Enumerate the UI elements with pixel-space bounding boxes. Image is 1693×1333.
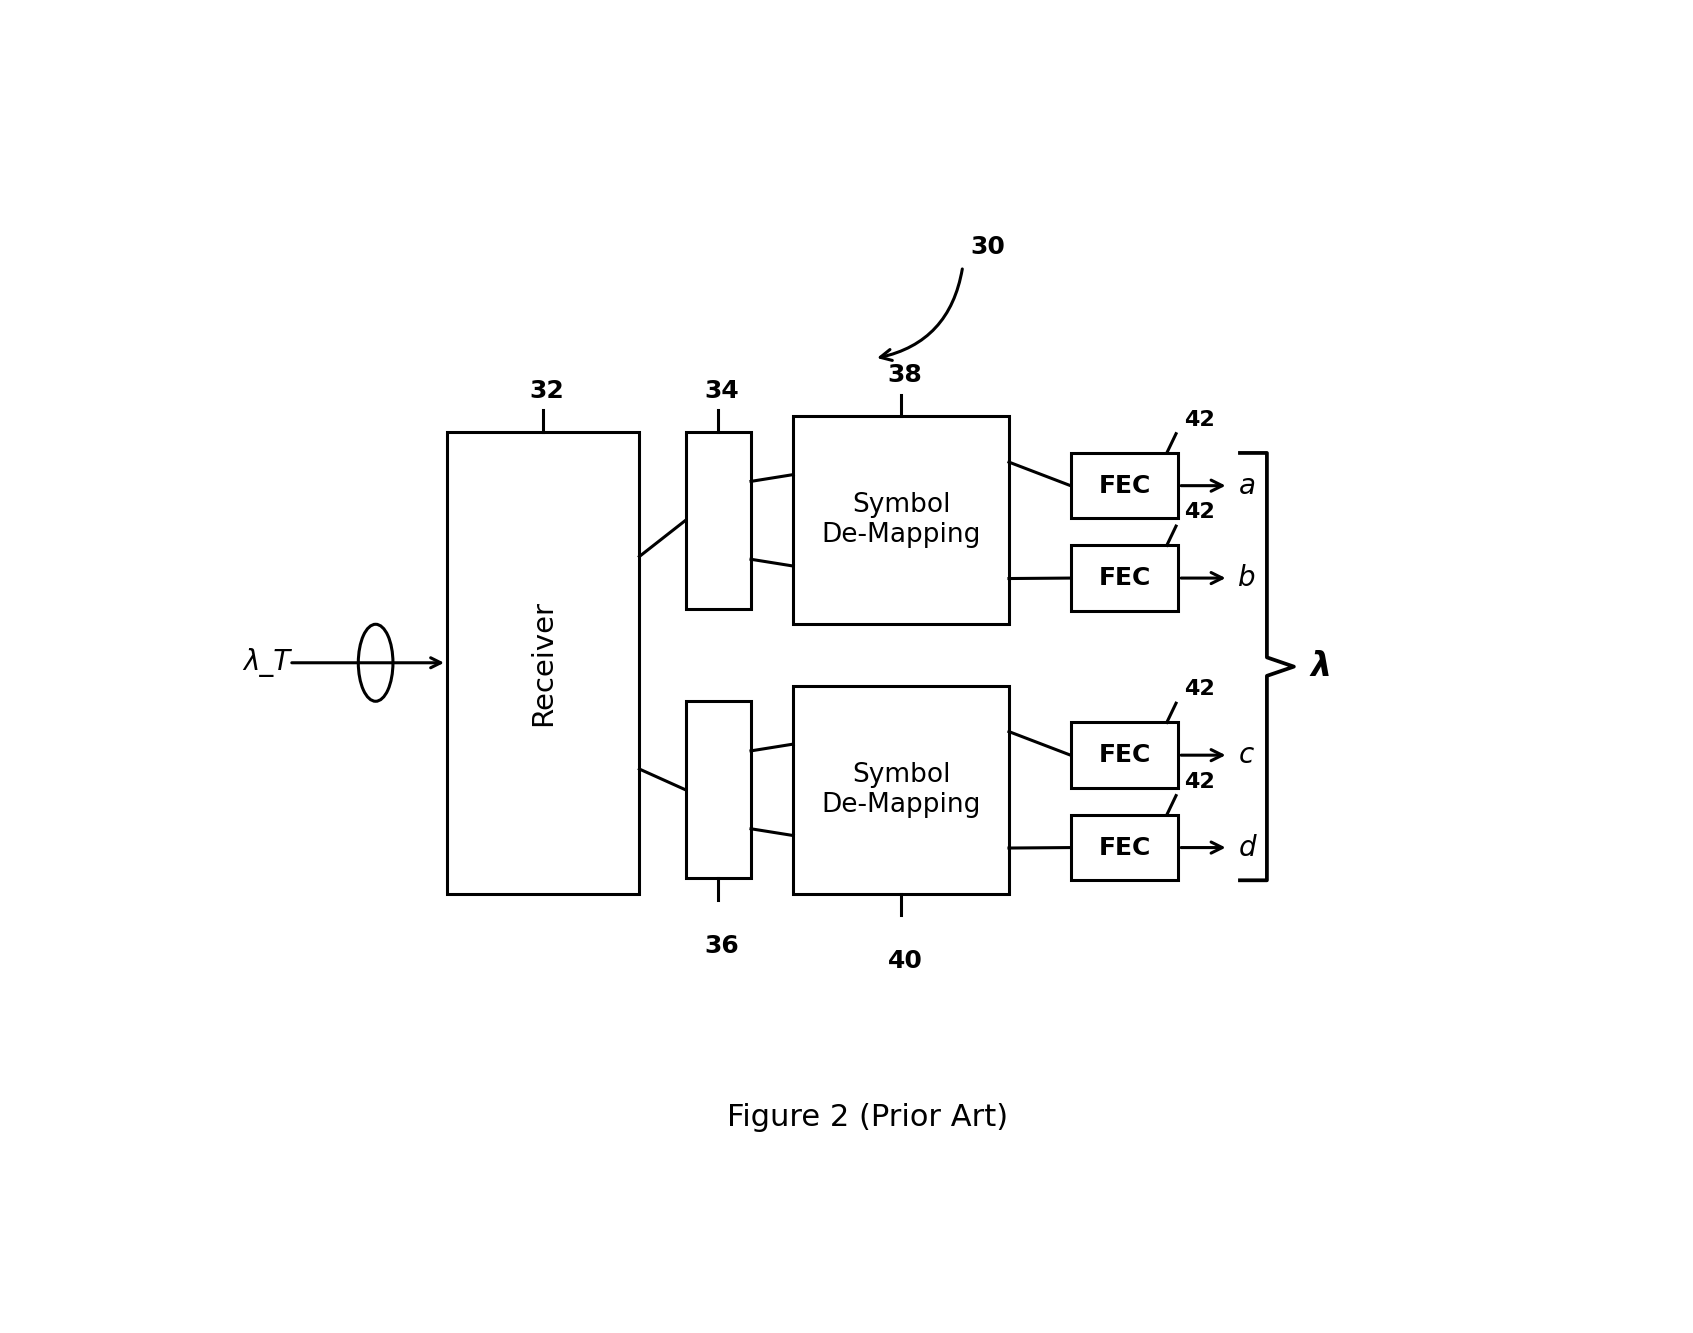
Text: 30: 30 — [970, 235, 1006, 259]
Bar — [686, 432, 752, 609]
Text: 32: 32 — [530, 379, 564, 403]
Text: 40: 40 — [887, 949, 923, 973]
Text: 42: 42 — [1183, 503, 1214, 523]
Text: FEC: FEC — [1099, 744, 1151, 768]
Bar — [794, 686, 1009, 893]
Bar — [794, 416, 1009, 624]
Bar — [447, 432, 640, 893]
Text: FEC: FEC — [1099, 473, 1151, 497]
Text: Symbol
De-Mapping: Symbol De-Mapping — [821, 492, 980, 548]
Text: Receiver: Receiver — [530, 600, 557, 725]
Ellipse shape — [359, 624, 393, 701]
Text: FEC: FEC — [1099, 836, 1151, 860]
Text: λ: λ — [1310, 651, 1332, 682]
Text: FEC: FEC — [1099, 567, 1151, 591]
Bar — [1070, 722, 1178, 788]
Text: λ_T: λ_T — [242, 648, 290, 677]
Bar — [1070, 814, 1178, 880]
Text: 42: 42 — [1183, 409, 1214, 429]
Bar — [1070, 453, 1178, 519]
Text: 34: 34 — [704, 379, 740, 403]
FancyArrowPatch shape — [880, 269, 962, 360]
Text: a: a — [1238, 472, 1256, 500]
Bar — [686, 701, 752, 878]
Text: 36: 36 — [704, 934, 740, 958]
Bar — [1070, 545, 1178, 611]
Text: Figure 2 (Prior Art): Figure 2 (Prior Art) — [726, 1102, 1007, 1132]
Text: d: d — [1238, 833, 1256, 861]
Text: c: c — [1238, 741, 1255, 769]
Text: b: b — [1238, 564, 1256, 592]
Text: 38: 38 — [887, 363, 923, 387]
Text: 42: 42 — [1183, 772, 1214, 792]
Text: 42: 42 — [1183, 680, 1214, 700]
Text: Symbol
De-Mapping: Symbol De-Mapping — [821, 762, 980, 818]
